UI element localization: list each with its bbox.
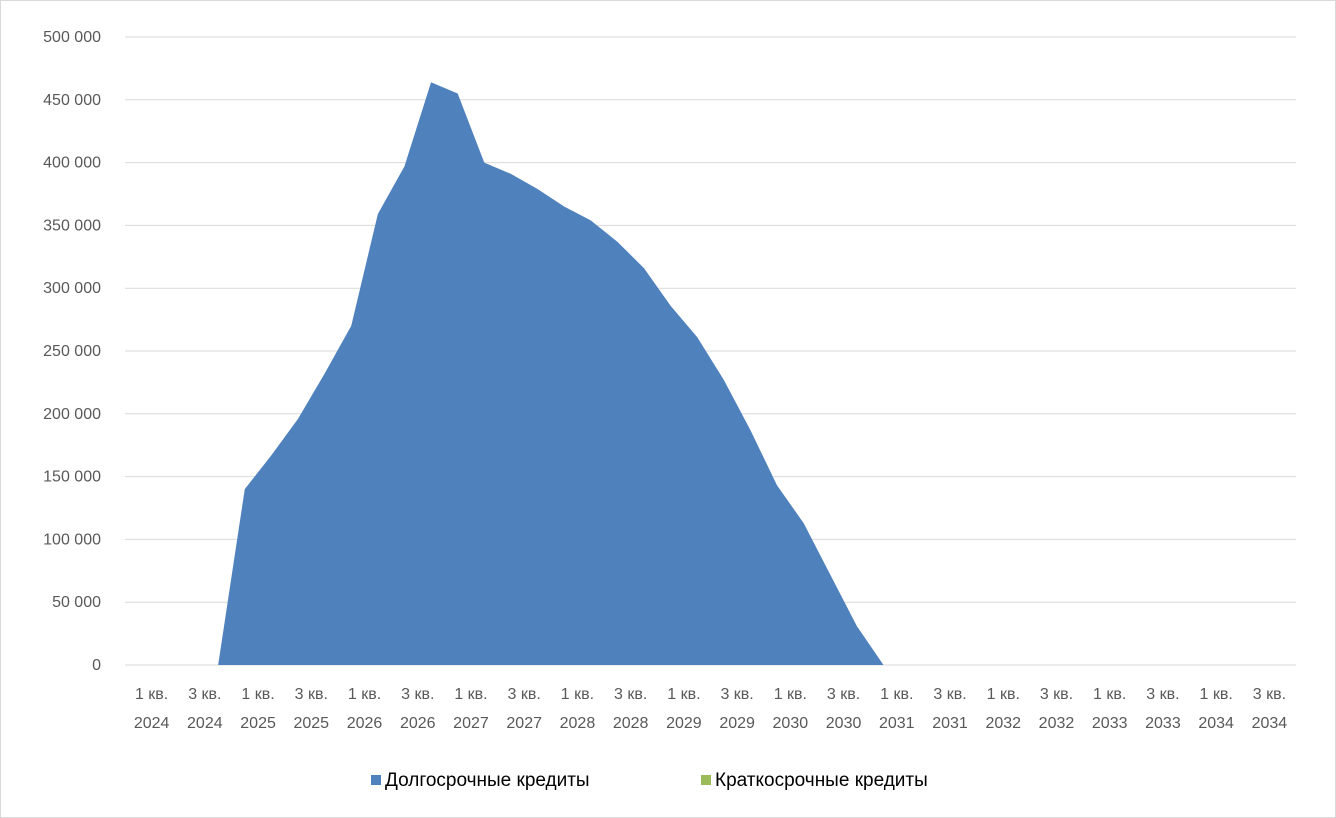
square-marker-icon (701, 775, 711, 785)
y-tick-label: 300 000 (43, 280, 101, 297)
series-layer (138, 82, 1283, 665)
x-axis-tick-labels: 1 кв. 2024 3 кв. 2024 1 кв. 2025 3 кв. 2025 1 кв… (134, 686, 1287, 732)
x-tick-label-year: 2028 (613, 715, 649, 732)
x-tick-label-year: 2024 (134, 715, 170, 732)
x-tick-label-quarter: 1 кв. (561, 686, 594, 703)
x-tick-label-quarter: 1 кв. (348, 686, 381, 703)
series-area-0 (138, 82, 1283, 665)
legend: Долгосрочные кредиты Краткосрочные кредит… (371, 770, 928, 791)
x-tick-label-year: 2032 (1039, 715, 1075, 732)
x-tick-label-year: 2029 (719, 715, 755, 732)
x-tick-label-quarter: 3 кв. (1253, 686, 1286, 703)
x-tick-label-quarter: 3 кв. (401, 686, 434, 703)
x-tick-label-quarter: 3 кв. (933, 686, 966, 703)
square-marker-icon (371, 775, 381, 785)
x-tick-label-year: 2034 (1198, 715, 1234, 732)
x-tick-label-year: 2031 (932, 715, 968, 732)
x-tick-label-year: 2032 (985, 715, 1021, 732)
x-tick-label-quarter: 3 кв. (1146, 686, 1179, 703)
y-tick-label: 100 000 (43, 531, 101, 548)
x-tick-label-year: 2025 (293, 715, 329, 732)
x-tick-label-quarter: 1 кв. (667, 686, 700, 703)
x-tick-label-quarter: 1 кв. (241, 686, 274, 703)
x-tick-label-quarter: 1 кв. (1093, 686, 1126, 703)
y-tick-label: 400 000 (43, 155, 101, 172)
x-tick-label-quarter: 3 кв. (1040, 686, 1073, 703)
y-tick-label: 50 000 (52, 594, 101, 611)
x-tick-label-year: 2033 (1092, 715, 1128, 732)
x-tick-label-year: 2026 (400, 715, 436, 732)
y-tick-label: 150 000 (43, 469, 101, 486)
x-tick-label-year: 2029 (666, 715, 702, 732)
x-tick-label-year: 2030 (826, 715, 862, 732)
legend-label: Долгосрочные кредиты (385, 770, 590, 791)
y-tick-label: 350 000 (43, 217, 101, 234)
x-tick-label-quarter: 3 кв. (295, 686, 328, 703)
x-tick-label-year: 2034 (1252, 715, 1288, 732)
x-tick-label-quarter: 1 кв. (987, 686, 1020, 703)
x-tick-label-year: 2026 (347, 715, 383, 732)
x-tick-label-year: 2027 (506, 715, 542, 732)
y-tick-label: 200 000 (43, 406, 101, 423)
y-tick-label: 450 000 (43, 92, 101, 109)
x-tick-label-quarter: 3 кв. (508, 686, 541, 703)
x-tick-label-quarter: 3 кв. (720, 686, 753, 703)
x-tick-label-year: 2030 (773, 715, 809, 732)
x-tick-label-quarter: 1 кв. (135, 686, 168, 703)
y-tick-label: 0 (92, 657, 101, 674)
x-tick-label-year: 2031 (879, 715, 915, 732)
x-tick-label-year: 2028 (560, 715, 596, 732)
x-tick-label-quarter: 3 кв. (827, 686, 860, 703)
x-tick-label-quarter: 1 кв. (1200, 686, 1233, 703)
y-axis-tick-labels: 0 50 000 100 000 150 000 200 000 250 000 300 0… (43, 29, 101, 674)
x-tick-label-year: 2025 (240, 715, 276, 732)
x-tick-label-quarter: 3 кв. (188, 686, 221, 703)
x-tick-label-year: 2027 (453, 715, 489, 732)
x-tick-label-year: 2024 (187, 715, 223, 732)
x-tick-label-quarter: 1 кв. (774, 686, 807, 703)
x-tick-label-quarter: 1 кв. (454, 686, 487, 703)
x-tick-label-year: 2033 (1145, 715, 1181, 732)
x-tick-label-quarter: 3 кв. (614, 686, 647, 703)
y-tick-label: 500 000 (43, 29, 101, 46)
x-tick-label-quarter: 1 кв. (880, 686, 913, 703)
legend-label: Краткосрочные кредиты (715, 770, 928, 791)
y-tick-label: 250 000 (43, 343, 101, 360)
